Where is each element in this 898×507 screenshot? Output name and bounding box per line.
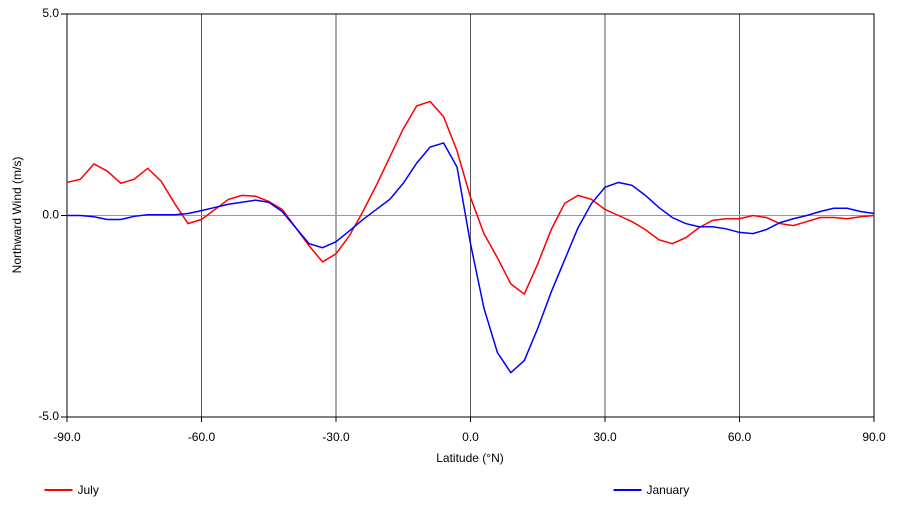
x-tick-label: 60.0 <box>728 430 752 444</box>
x-tick-label: 30.0 <box>593 430 617 444</box>
x-tick-label: -60.0 <box>188 430 216 444</box>
line-series <box>67 142 875 374</box>
x-tick-label: 90.0 <box>862 430 886 444</box>
y-tick-label: -5.0 <box>38 409 59 423</box>
y-tick-label: 5.0 <box>42 6 59 20</box>
line-series <box>66 100 875 296</box>
y-axis-label: Northward Wind (m/s) <box>10 157 24 274</box>
y-tick-label: 0.0 <box>42 208 59 222</box>
legend-label: July <box>78 483 99 497</box>
x-tick-label: 0.0 <box>462 430 479 444</box>
x-tick-label: -90.0 <box>53 430 81 444</box>
x-tick-label: -30.0 <box>322 430 350 444</box>
x-axis-label: Latitude (°N) <box>436 451 504 465</box>
legend-label: January <box>647 483 690 497</box>
